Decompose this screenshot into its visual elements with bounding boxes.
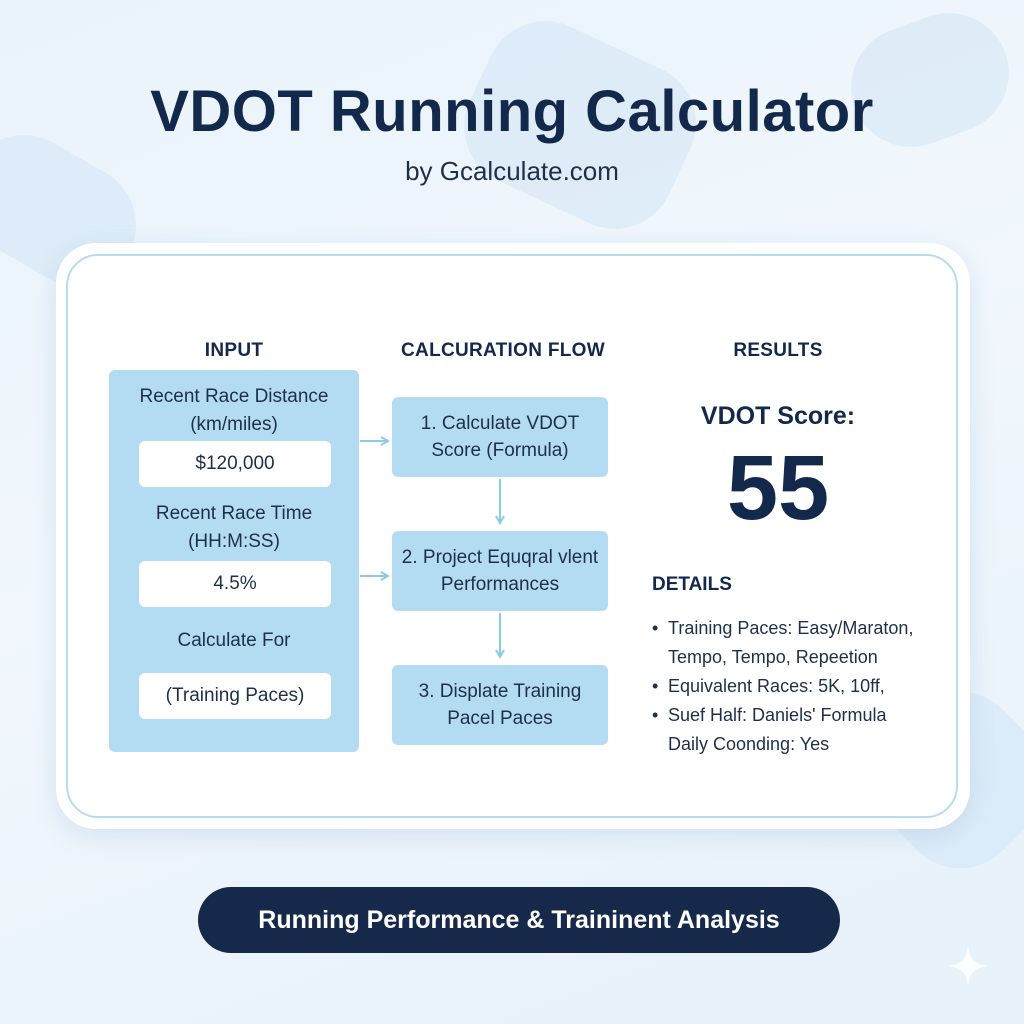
details-list: Training Paces: Easy/Maraton, Tempo, Tem…: [652, 614, 952, 759]
flow-step-2-line2: Performances: [440, 574, 560, 595]
vdot-score-label: VDOT Score:: [700, 402, 856, 430]
flow-step-3: 3. Displate Training Pacel Paces: [392, 665, 608, 745]
distance-label: Recent Race Distance: [139, 386, 329, 407]
flow-step-1: 1. Calculate VDOT Score (Formula): [392, 397, 608, 477]
list-item: Training Paces: Easy/Maraton,: [652, 614, 952, 643]
flow-step-1-line2: Score (Formula): [431, 440, 569, 461]
time-label-format: (HH:M:SS): [188, 531, 280, 552]
time-input[interactable]: 4.5%: [139, 561, 331, 607]
flow-step-2-line1: 2. Project Equqral vlent: [401, 547, 599, 568]
distance-label-unit: (km/miles): [190, 414, 278, 435]
vdot-score-value: 55: [726, 437, 830, 539]
page-subtitle: by Gcalculate.com: [405, 156, 619, 186]
distance-input[interactable]: $120,000: [139, 441, 331, 487]
calculator-card-border: [66, 254, 958, 818]
list-item: Daily Coonding: Yes: [668, 734, 830, 754]
input-column-heading: INPUT: [204, 340, 264, 361]
list-item: Equivalent Races: 5K, 10ff,: [652, 672, 952, 701]
calculate-for-label: Calculate For: [177, 630, 291, 651]
flow-step-3-line1: 3. Displate Training: [418, 681, 582, 702]
list-item: Tempo, Tempo, Repeetion: [668, 647, 878, 667]
calculate-for-select[interactable]: (Training Paces): [139, 673, 331, 719]
details-heading: DETAILS: [652, 574, 732, 595]
results-column-heading: RESULTS: [733, 340, 823, 361]
flow-step-1-line1: 1. Calculate VDOT: [420, 413, 580, 434]
flow-step-3-line2: Pacel Paces: [447, 708, 553, 729]
footer-banner: Running Performance & Traininent Analysi…: [198, 887, 840, 953]
page-title: VDOT Running Calculator: [150, 79, 874, 144]
sparkle-icon: [948, 946, 988, 986]
flow-column-heading: CALCURATION FLOW: [401, 340, 605, 361]
list-item: Suef Half: Daniels' Formula: [652, 701, 952, 730]
time-label: Recent Race Time: [155, 503, 313, 524]
flow-step-2: 2. Project Equqral vlent Performances: [392, 531, 608, 611]
